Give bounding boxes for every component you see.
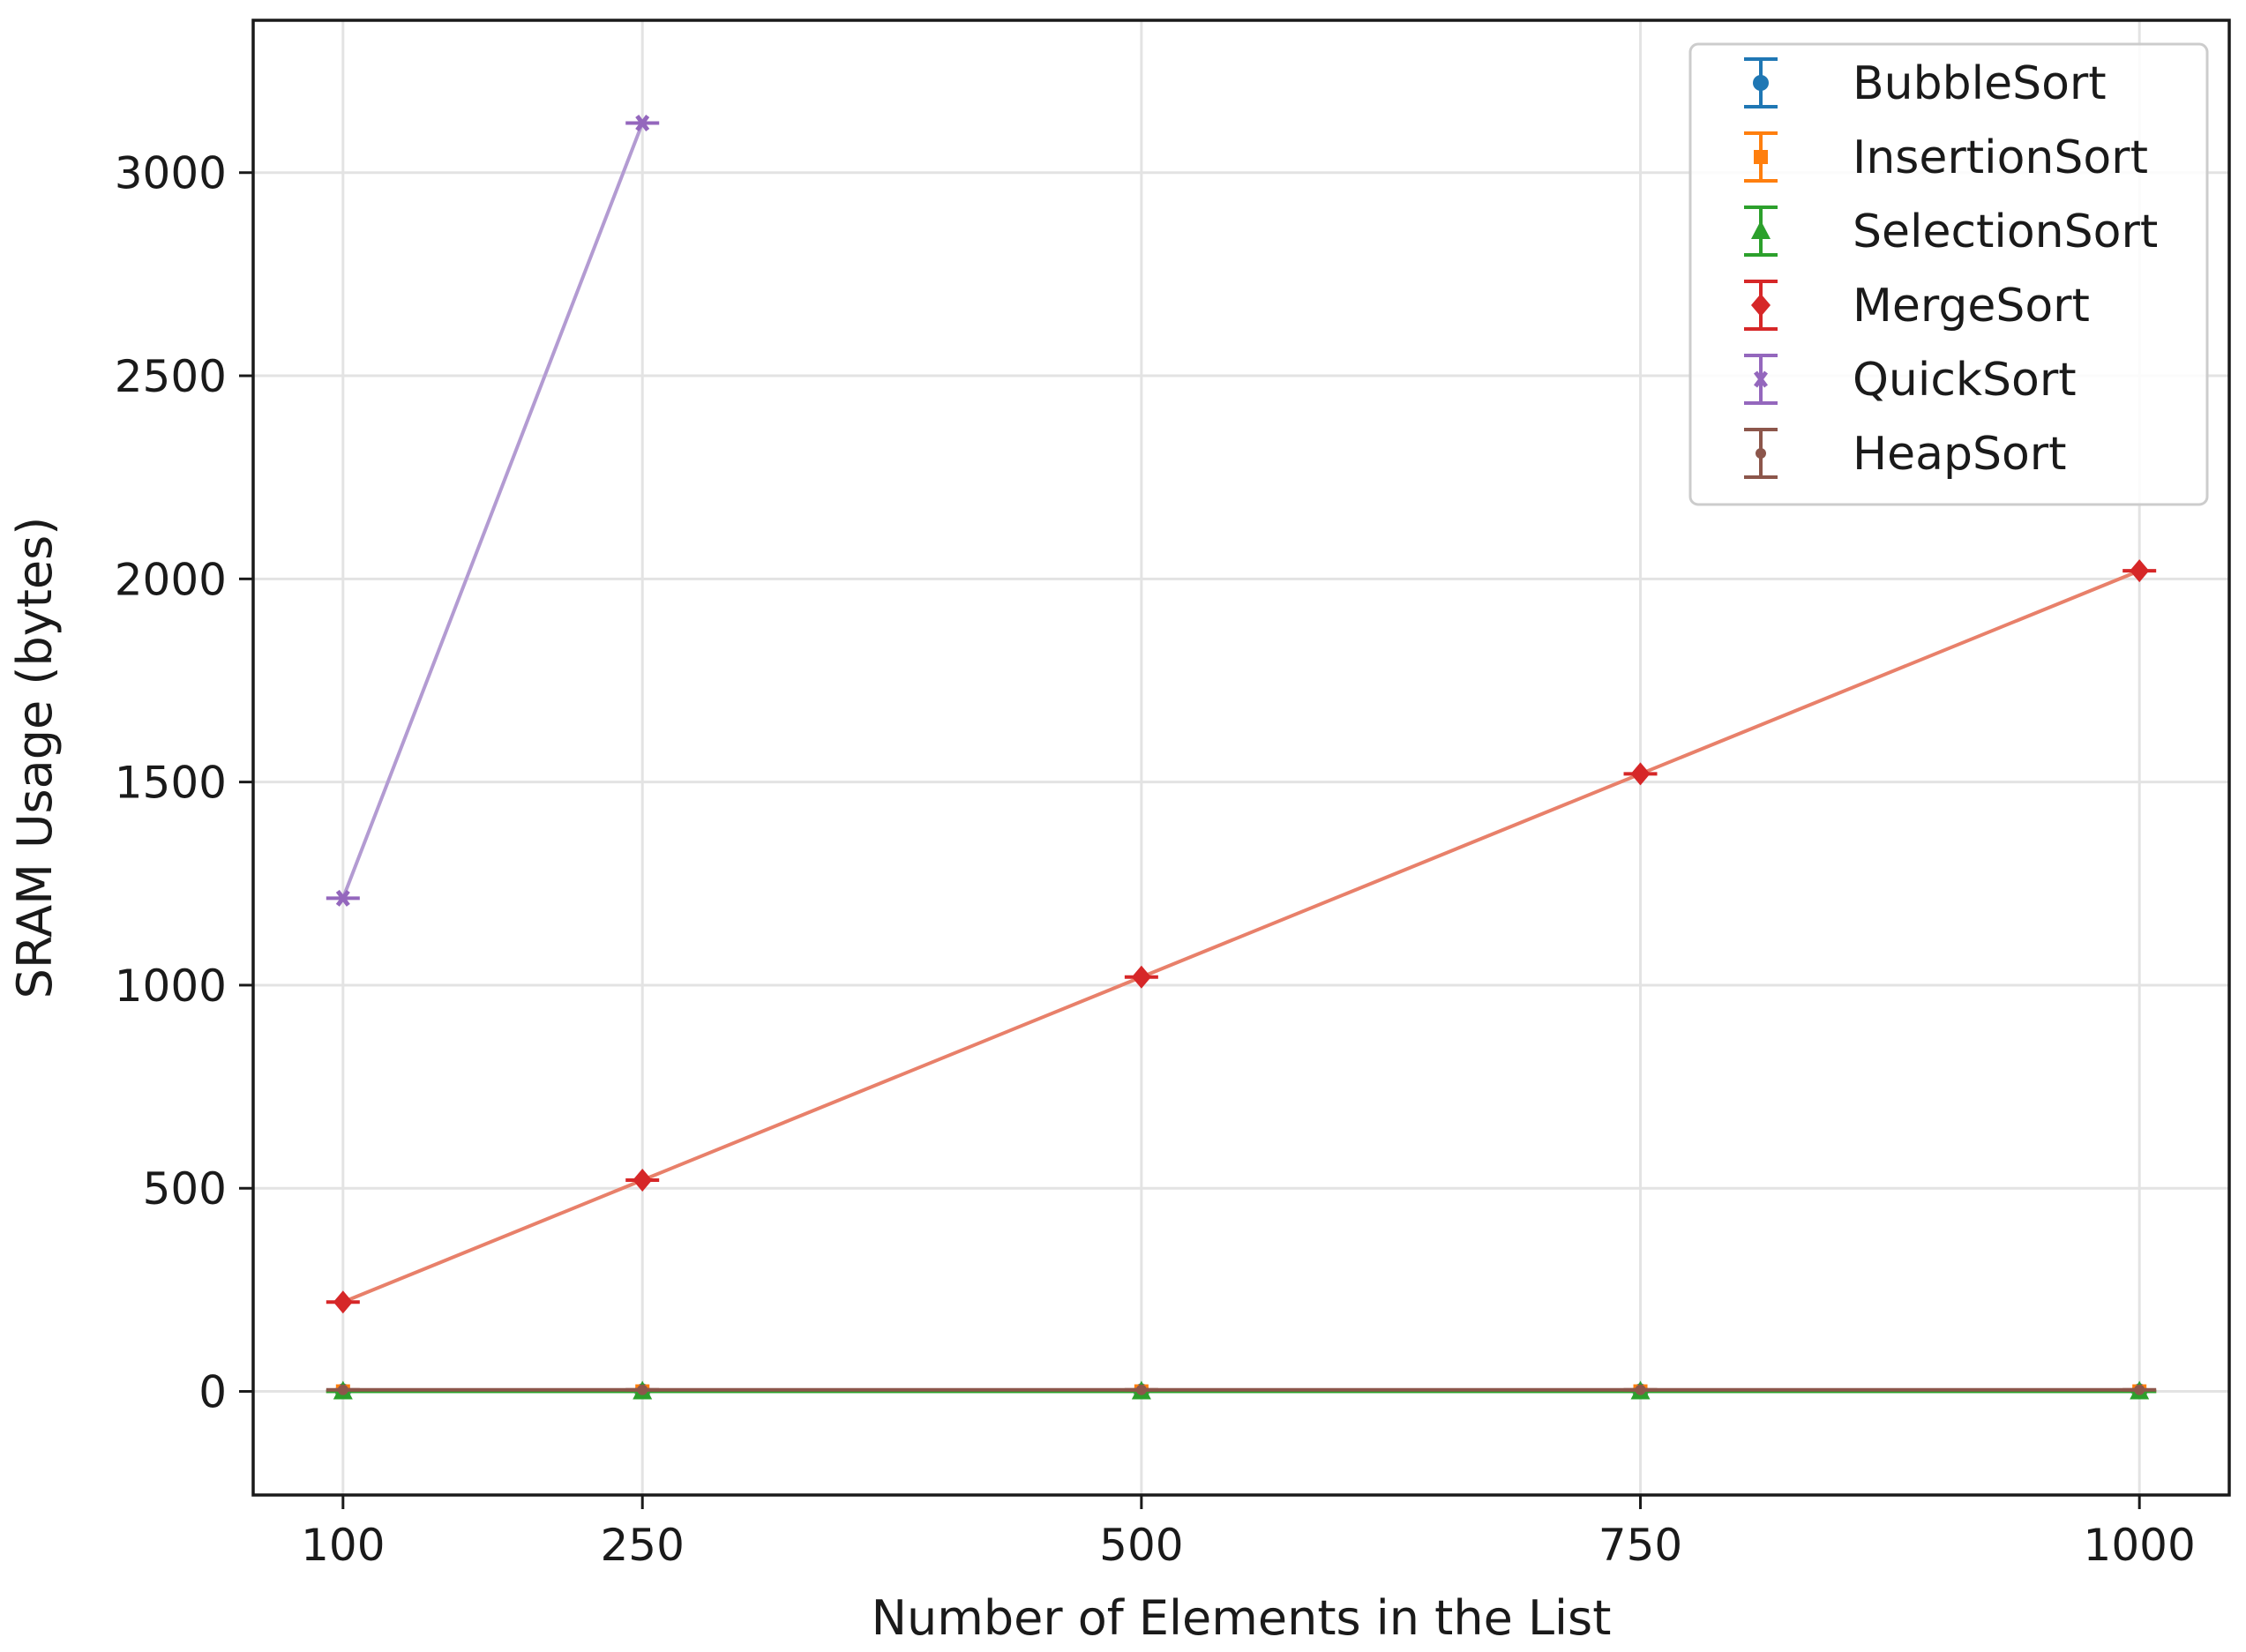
legend: BubbleSort InsertionSort SelectionSort Merg…: [1688, 42, 2209, 506]
data-point: [337, 1384, 348, 1395]
y-tick-label: 0: [198, 1367, 227, 1418]
x-axis-label: Number of Elements in the List: [872, 1590, 1612, 1646]
legend-label: BubbleSort: [1853, 57, 2107, 110]
data-point: [637, 1384, 648, 1395]
legend-item-mergesort: MergeSort: [1744, 280, 2090, 333]
legend-item-heapsort: HeapSort: [1744, 428, 2067, 481]
series-layer: [326, 115, 2157, 1400]
x-tick-label: 1000: [2084, 1520, 2196, 1571]
x-tick-label: 500: [1099, 1520, 1183, 1571]
plot-frame: [251, 19, 2231, 1497]
series-line-quicksort: [341, 122, 645, 900]
data-point: [2130, 559, 2150, 583]
data-point: [1131, 965, 1151, 989]
y-axis-ticks: 0 500 1000 1500 2000 2500 3000: [115, 148, 253, 1418]
legend-label: MergeSort: [1853, 280, 2090, 333]
data-point: [1135, 1384, 1147, 1395]
y-tick-label: 500: [143, 1163, 227, 1215]
legend-marker: [1754, 150, 1768, 164]
series-mergesort: [326, 559, 2157, 1314]
legend-marker: [1751, 294, 1771, 317]
legend-item-insertionsort: InsertionSort: [1744, 131, 2148, 184]
legend-marker: [1751, 221, 1771, 239]
data-point: [1635, 1384, 1646, 1395]
legend-label: InsertionSort: [1853, 131, 2148, 184]
y-tick-label: 1000: [115, 961, 227, 1012]
legend-item-quicksort: QuickSort: [1744, 354, 2077, 407]
series-line-mergesort: [342, 569, 2140, 1304]
y-tick-label: 2000: [115, 554, 227, 605]
legend-label: QuickSort: [1853, 354, 2077, 407]
legend-marker: [1754, 370, 1768, 388]
y-tick-label: 2500: [115, 351, 227, 402]
legend-item-selectionsort: SelectionSort: [1744, 206, 2158, 258]
x-tick-label: 100: [301, 1520, 385, 1571]
x-tick-label: 750: [1598, 1520, 1682, 1571]
legend-marker: [1756, 448, 1766, 459]
y-axis-label: SRAM Usage (bytes): [7, 517, 63, 999]
data-point: [335, 889, 350, 907]
y-tick-label: 3000: [115, 148, 227, 199]
legend-box: [1688, 42, 2209, 506]
series-heapsort: [326, 1384, 2157, 1395]
data-point: [2134, 1384, 2145, 1395]
legend-marker: [1753, 75, 1769, 91]
legend-item-bubblesort: BubbleSort: [1744, 57, 2107, 110]
data-point: [1630, 762, 1651, 786]
data-point: [635, 115, 650, 132]
data-point: [633, 1169, 653, 1192]
y-tick-label: 1500: [115, 758, 227, 809]
x-axis-ticks: 100 250 500 750 1000: [301, 1495, 2196, 1571]
legend-label: HeapSort: [1853, 428, 2067, 481]
legend-label: SelectionSort: [1853, 206, 2158, 258]
x-tick-label: 250: [600, 1520, 684, 1571]
data-point: [333, 1290, 353, 1314]
series-quicksort: [326, 115, 660, 907]
